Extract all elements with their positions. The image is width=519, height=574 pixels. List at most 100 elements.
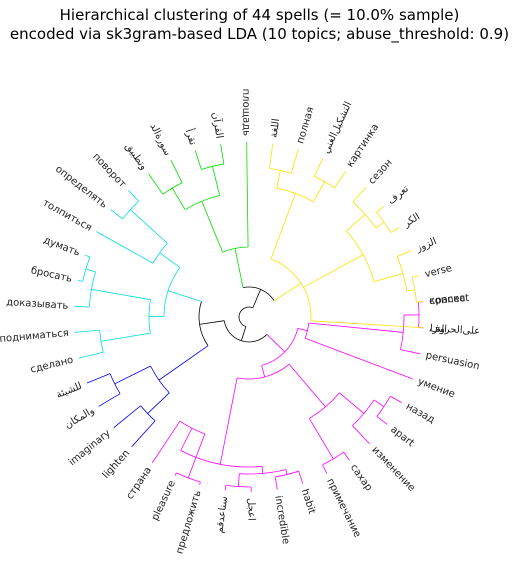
branch-link	[406, 289, 415, 292]
merge-arc	[270, 258, 312, 321]
leaf-link	[96, 231, 154, 264]
chart-title-line-1: Hierarchical clustering of 44 spells (= …	[59, 6, 460, 24]
leaf-label: ﺍﻟﻘﺮﺁﻥ	[209, 111, 226, 139]
branch-link	[373, 273, 404, 283]
leaf-link	[396, 250, 412, 257]
leaf-label: ﺍﻟﻠﻐﺔ	[269, 118, 283, 139]
leaf-label: ﺳﻨﺎﻋﺪﻗﻢ	[214, 496, 230, 534]
leaf-link	[194, 150, 202, 170]
leaf-label: ﺍﻟﻜﺮ	[401, 211, 422, 230]
leaf-label: думать	[42, 235, 82, 259]
branch-link	[180, 428, 193, 451]
merge-arc	[198, 301, 209, 346]
leaf-label: persuasion	[425, 350, 481, 372]
branch-link	[159, 252, 181, 268]
branch-link	[240, 326, 247, 341]
leaf-label: ﻭﺗﻄﺒﻴﻖ	[123, 141, 149, 172]
leaf-label: ﻋﻠﻰﺍﻟﺤﺮﻭﻑ	[429, 323, 480, 337]
leaf-link	[314, 158, 324, 177]
branch-link	[339, 392, 365, 414]
branch-link	[270, 193, 296, 260]
branch-link	[373, 399, 385, 407]
branch-link	[199, 320, 225, 325]
leaf-label: ﻟﻠﺸﻴﺌﺔ	[55, 381, 84, 401]
branch-link	[219, 377, 238, 465]
merge-arc	[201, 163, 224, 170]
leaf-label: примечание	[324, 477, 362, 539]
branch-link	[212, 166, 220, 196]
merge-arc	[180, 450, 263, 468]
merge-arc	[225, 485, 252, 488]
leaf-link	[352, 186, 367, 203]
leaf-link	[77, 279, 83, 282]
leaf-label: площадь	[240, 89, 252, 137]
merge-arc	[148, 299, 151, 334]
leaf-label: imaginary	[67, 428, 113, 468]
leaf-link	[310, 320, 424, 329]
branch-link	[147, 392, 170, 414]
branch-link	[234, 248, 244, 288]
branch-link	[285, 469, 288, 475]
merge-arc	[276, 187, 314, 203]
merge-arc	[239, 469, 286, 475]
merge-arc	[184, 195, 220, 210]
leaf-link	[400, 349, 421, 355]
leaf-label: اﻟﻨﺰﻟ	[428, 323, 447, 335]
leaf-label: доказывать	[6, 297, 69, 312]
leaf-label: страна	[125, 465, 154, 501]
leaf-label: краска	[429, 293, 466, 307]
leaf-link	[148, 173, 164, 195]
branch-link	[308, 418, 334, 460]
leaf-label: ﺍﻟﺰﻭﺯ	[414, 236, 439, 255]
branch-link	[91, 288, 151, 301]
leaf-link	[86, 373, 111, 384]
merge-arc	[304, 322, 310, 339]
leaf-label: ﺗﻘﺮﺃ	[183, 127, 201, 147]
branch-link	[130, 209, 168, 244]
branch-link	[100, 332, 151, 342]
leaf-link	[78, 351, 104, 359]
leaf-label: сделано	[29, 355, 74, 376]
branch-link	[261, 365, 266, 378]
leaf-link	[85, 254, 91, 258]
leaf-link	[110, 209, 123, 220]
leaf-link	[334, 170, 346, 188]
merge-arc	[88, 271, 96, 308]
branch-link	[266, 334, 286, 353]
leaf-link	[298, 471, 304, 484]
merge-arc	[223, 320, 268, 343]
leaf-label: ﺍﻋﺠﻞ	[245, 498, 256, 521]
leaf-link	[343, 451, 350, 461]
leaf-link	[220, 144, 225, 165]
branch-link	[346, 214, 366, 232]
branch-link	[313, 181, 326, 203]
merge-arc	[99, 330, 104, 353]
merge-arc	[237, 363, 290, 380]
branch-link	[238, 473, 240, 487]
branch-link	[158, 345, 209, 381]
branch-link	[303, 254, 364, 288]
leaf-label: lighten	[101, 448, 132, 481]
merge-arc	[242, 286, 275, 301]
leaf-label: verse	[424, 263, 453, 280]
branch-link	[252, 289, 261, 308]
leaf-link	[376, 205, 385, 213]
leaf-link	[376, 416, 388, 425]
leaf-label: предложить	[175, 489, 204, 555]
branch-link	[273, 282, 302, 302]
branch-link	[297, 328, 308, 332]
leaf-link	[170, 160, 183, 183]
branch-link	[201, 201, 223, 253]
merge-arc	[163, 267, 181, 317]
branch-link	[261, 466, 264, 474]
leaf-link	[113, 405, 141, 429]
branch-link	[375, 221, 385, 229]
leaf-link	[199, 481, 201, 485]
leaf-link	[128, 190, 139, 202]
chart-title-line-2: encoded via sk3gram-based LDA (10 topics…	[9, 25, 510, 43]
leaf-link	[268, 143, 274, 169]
branch-link	[168, 290, 202, 302]
leaf-link	[304, 337, 413, 380]
leaf-label: habit	[299, 488, 317, 516]
leaf-label: изменение	[369, 445, 417, 494]
